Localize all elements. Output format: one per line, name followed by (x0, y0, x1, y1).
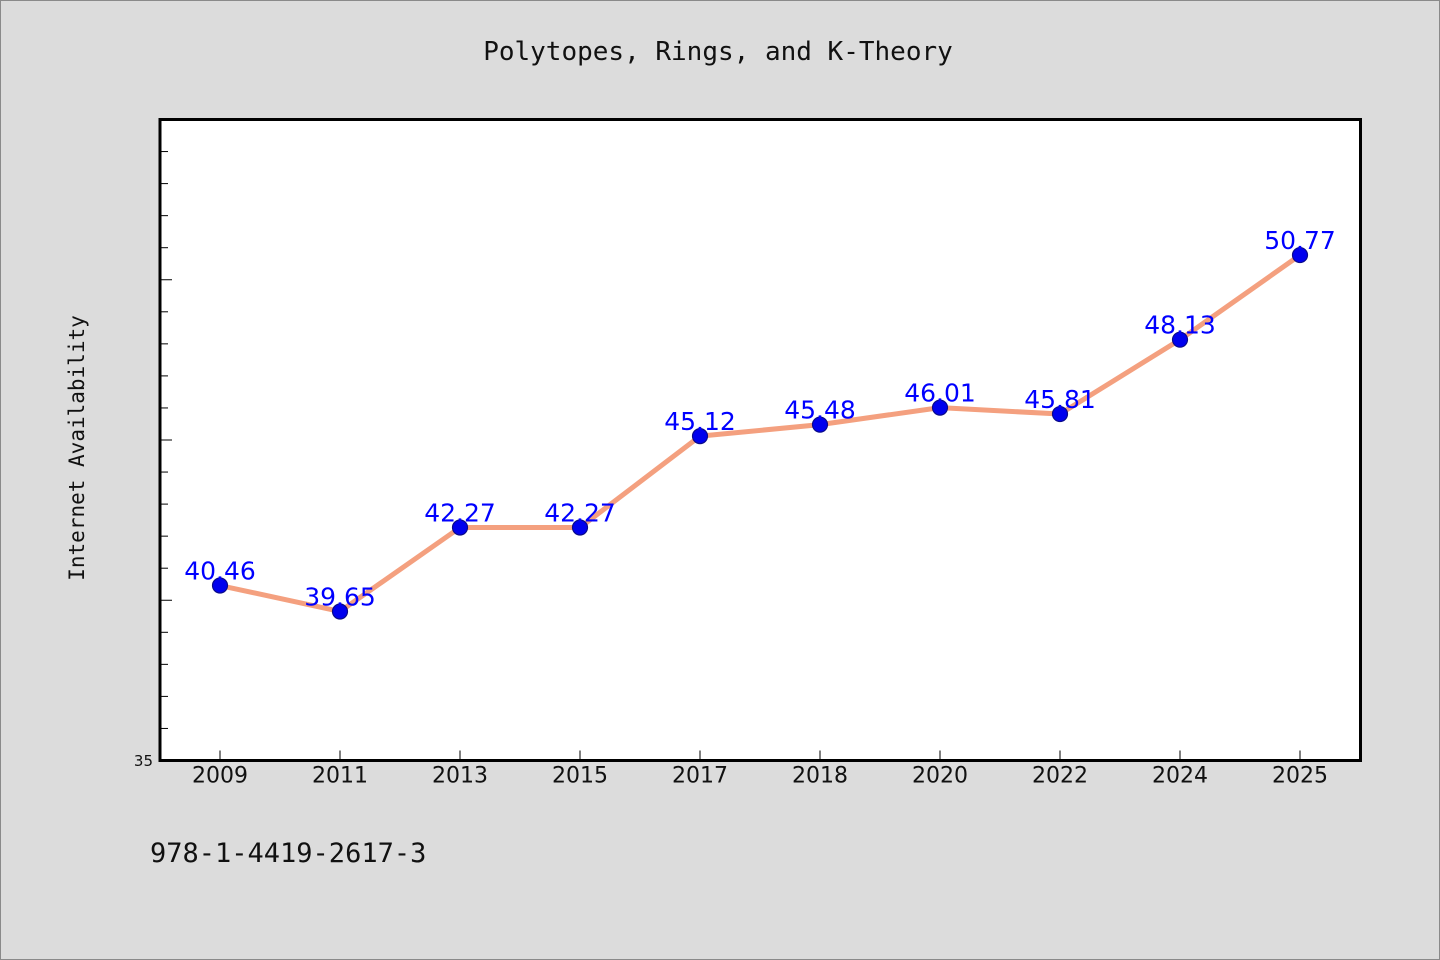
data-label: 48.13 (1144, 311, 1216, 340)
data-point (211, 577, 229, 594)
data-point (1051, 405, 1069, 423)
x-tick-label: 2020 (912, 764, 968, 789)
data-label: 50.77 (1264, 226, 1336, 255)
data-point (691, 428, 709, 445)
data-point (811, 416, 829, 433)
x-tick-label: 2018 (792, 764, 848, 789)
x-tick-label: 2013 (432, 764, 488, 789)
data-label: 39.65 (304, 582, 376, 611)
data-label: 40.46 (184, 557, 256, 586)
data-point (331, 603, 349, 620)
plot-area (158, 118, 1362, 762)
x-tick-label: 2025 (1272, 764, 1328, 789)
x-axis-ticks (219, 750, 1301, 761)
data-point (1171, 331, 1189, 348)
y-axis-label: Internet Availability (65, 315, 89, 581)
x-tick-label: 2011 (312, 764, 368, 789)
data-label: 45.81 (1024, 385, 1096, 414)
x-axis-tick-labels: 2009 2011 2013 2015 2017 2018 2020 2022 2024 2025 (192, 764, 1328, 789)
x-tick-label: 2015 (552, 764, 608, 789)
series-markers (211, 246, 1309, 620)
data-point (1291, 246, 1309, 264)
data-label: 42.27 (424, 498, 496, 527)
data-label: 45.12 (664, 407, 736, 436)
data-label: 42.27 (544, 498, 616, 527)
data-point (571, 519, 589, 536)
series-line (217, 252, 1303, 614)
data-label: 46.01 (904, 379, 976, 408)
chart-title: Polytopes, Rings, and K-Theory (483, 37, 953, 67)
x-tick-label: 2022 (1032, 764, 1088, 789)
x-tick-label: 2009 (192, 764, 248, 789)
data-point (931, 399, 949, 416)
x-tick-label: 2024 (1152, 764, 1208, 789)
y-axis-ticks (160, 151, 172, 729)
data-labels: 40.46 39.65 42.27 42.27 45.12 45.48 46.01 45.81… (184, 226, 1336, 611)
data-label: 45.48 (784, 396, 856, 425)
x-tick-label: 2017 (672, 764, 728, 789)
data-point (451, 519, 469, 536)
y-axis-min-label: 35 (134, 752, 153, 770)
isbn-text: 978-1-4419-2617-3 (150, 838, 426, 869)
